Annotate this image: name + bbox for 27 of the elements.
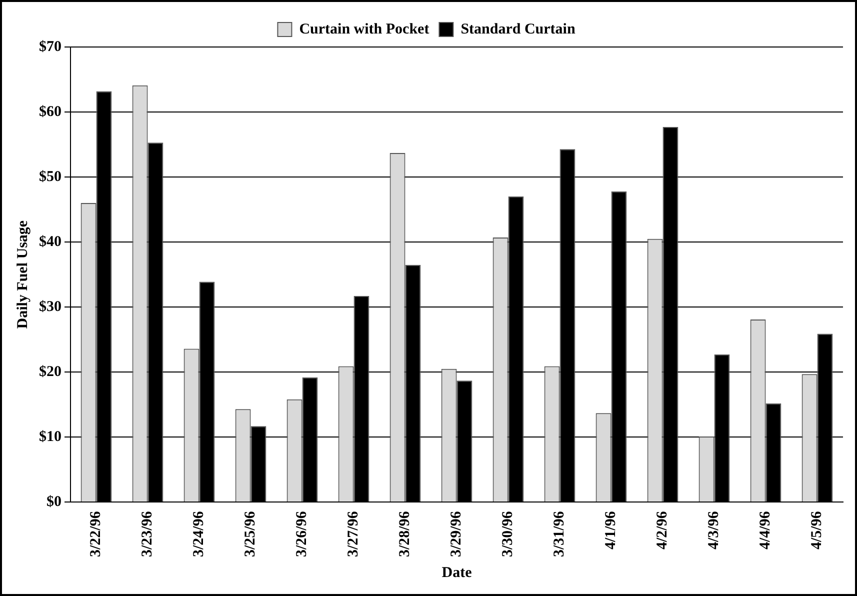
y-tick-label: $50 xyxy=(39,168,62,185)
x-axis-title: Date xyxy=(442,564,472,581)
x-tick-label: 3/23/96 xyxy=(140,510,156,558)
y-tick-label: $10 xyxy=(39,429,62,446)
legend-label: Curtain with Pocket xyxy=(299,21,430,38)
x-tick-label: 3/22/96 xyxy=(88,510,104,558)
x-tick-label: 4/3/96 xyxy=(706,510,722,550)
legend-label: Standard Curtain xyxy=(460,21,576,38)
x-tick-label: 4/4/96 xyxy=(758,510,774,550)
y-tick-label: $70 xyxy=(39,38,62,55)
x-tick-label: 3/31/96 xyxy=(552,510,568,558)
x-tick-label: 3/28/96 xyxy=(397,510,414,558)
y-tick-label: $40 xyxy=(39,234,62,250)
y-tick-label: $30 xyxy=(39,298,62,315)
x-tick-label: 3/24/96 xyxy=(191,510,208,558)
x-tick-label: 3/30/96 xyxy=(500,510,516,558)
x-tick-label: 3/29/96 xyxy=(448,510,465,558)
x-tick-label: 3/25/96 xyxy=(242,510,259,558)
x-tick-label: 3/27/96 xyxy=(346,510,362,558)
y-tick-label: $60 xyxy=(39,104,62,120)
x-tick-label: 4/5/96 xyxy=(809,510,826,550)
x-tick-label: 4/2/96 xyxy=(654,510,671,550)
y-tick-label: $0 xyxy=(46,494,62,510)
x-tick-label: 4/1/96 xyxy=(603,510,620,550)
y-axis-title: Daily Fuel Usage xyxy=(14,220,31,329)
x-tick-label: 3/26/96 xyxy=(294,510,310,558)
y-tick-label: $20 xyxy=(39,364,62,380)
